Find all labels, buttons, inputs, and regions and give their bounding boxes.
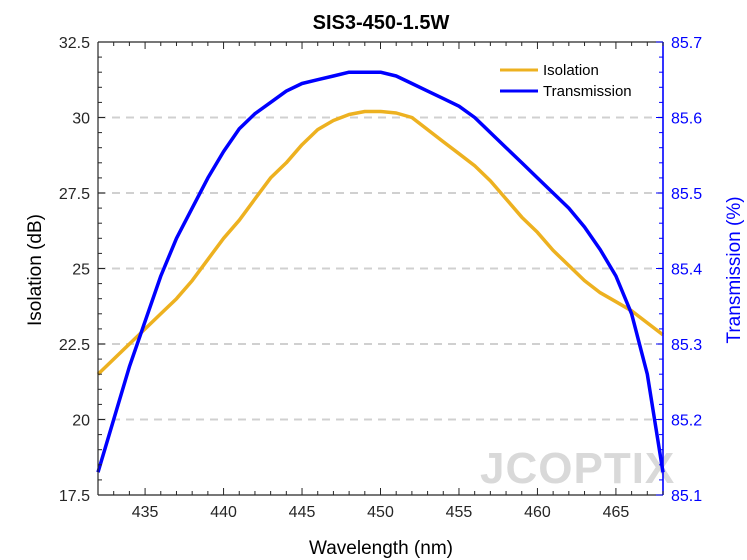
- y-right-tick-label: 85.5: [671, 186, 702, 203]
- x-tick-label: 440: [210, 504, 237, 521]
- chart-title: SIS3-450-1.5W: [313, 12, 450, 34]
- y-left-tick-label: 25: [72, 262, 90, 279]
- y-right-tick-label: 85.3: [671, 337, 702, 354]
- y-left-tick-label: 32.5: [59, 35, 90, 52]
- axes: 435 440 445 450 455 460 465 17.5 20 22.5 25 27.5 30 3…: [59, 35, 702, 521]
- series-group: [96, 70, 665, 473]
- x-tick-label: 455: [446, 504, 473, 521]
- series-line-transmission: [96, 70, 665, 473]
- legend-box: [488, 54, 656, 104]
- x-tick-label: 465: [603, 504, 630, 521]
- y-axis-left-label: Isolation (dB): [25, 214, 46, 326]
- y-right-tick-label: 85.6: [671, 111, 702, 128]
- y-left-tick-label: 17.5: [59, 488, 90, 505]
- y-left-tick-label: 22.5: [59, 337, 90, 354]
- y-right-tick-label: 85.4: [671, 262, 702, 279]
- legend-label-isolation: Isolation: [543, 62, 599, 79]
- x-tick-label: 450: [367, 504, 394, 521]
- x-axis-label: Wavelength (nm): [309, 538, 453, 559]
- y-left-tick-label: 27.5: [59, 186, 90, 203]
- y-right-tick-label: 85.7: [671, 35, 702, 52]
- y-right-tick-label: 85.2: [671, 413, 702, 430]
- legend-label-transmission: Transmission: [543, 83, 632, 100]
- series-line-isolation: [96, 109, 665, 376]
- x-tick-label: 460: [524, 504, 551, 521]
- y-left-tick-label: 20: [72, 413, 90, 430]
- x-tick-label: 435: [132, 504, 159, 521]
- watermark-logo: JCOPTIX: [480, 444, 675, 493]
- y-right-tick-label: 85.1: [671, 488, 702, 505]
- x-tick-label: 445: [289, 504, 316, 521]
- y-left-tick-label: 30: [72, 111, 90, 128]
- y-axis-right-label: Transmission (%): [724, 196, 745, 343]
- legend: Isolation Transmission: [488, 54, 656, 104]
- grid-lines: [98, 116, 663, 421]
